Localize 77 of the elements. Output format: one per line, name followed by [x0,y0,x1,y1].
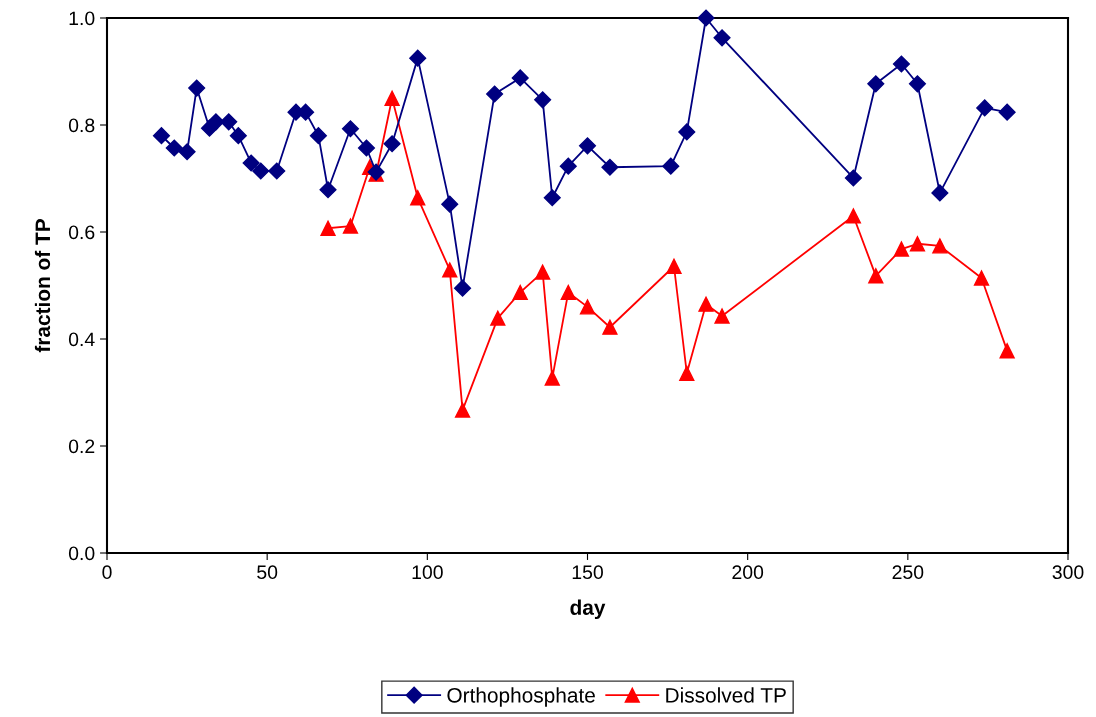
point [697,9,715,27]
point [454,402,471,418]
point [845,208,862,224]
y-tick-label: 0.6 [68,225,95,240]
y-axis-title: fraction of TP [34,219,51,353]
point [999,343,1015,359]
point [578,137,597,155]
point [998,103,1016,121]
point [309,127,327,145]
point [384,90,400,106]
point [207,113,225,131]
point [490,310,506,326]
point [844,169,862,187]
point [165,139,183,157]
point [666,258,682,274]
x-axis-title: day [570,599,606,620]
point [909,236,926,252]
point [220,113,238,131]
point [409,49,427,67]
point [341,120,360,138]
point [544,370,560,386]
point [662,157,680,175]
point [410,190,426,206]
x-tick-label: 100 [412,565,443,580]
point [678,123,696,141]
point [973,270,990,286]
point [713,29,731,47]
y-tick-label: 0.0 [68,546,95,561]
point [441,195,459,213]
point [976,99,994,117]
point [242,154,260,172]
point [579,299,596,315]
y-tick-label: 1.0 [69,11,95,26]
point [714,308,730,324]
legend-label: Dissolved TP [666,687,786,703]
point [602,319,618,335]
point [534,91,552,109]
x-tick-label: 0 [102,565,112,580]
point [152,127,171,145]
point [931,184,949,202]
y-tick-label: 0.8 [68,118,95,133]
point [893,241,910,257]
point [342,218,359,234]
point [268,162,286,180]
legend-label: Orthophosphate [447,687,595,707]
point [454,279,472,297]
point [229,127,247,145]
x-tick-label: 150 [572,565,603,580]
point [383,135,401,153]
x-tick-label: 250 [892,565,924,580]
point [442,262,458,278]
x-tick-label: 200 [732,565,764,580]
point [679,365,695,381]
point [892,55,910,73]
point [178,143,196,161]
point [932,238,948,254]
point [188,79,206,97]
point [511,69,529,87]
y-tick-label: 0.2 [68,439,95,454]
point [543,189,561,207]
point [535,264,551,280]
point [512,284,528,301]
point [252,162,270,180]
x-tick-label: 50 [257,565,278,580]
y-tick-label: 0.4 [68,332,95,347]
point [559,157,577,175]
point [319,181,337,199]
point [908,75,926,93]
point [357,139,376,157]
point [486,85,504,103]
x-tick-label: 300 [1052,565,1084,580]
point [320,220,336,236]
point [560,284,576,301]
point [868,268,884,284]
point [867,75,885,93]
point [698,296,714,312]
point [601,158,619,176]
